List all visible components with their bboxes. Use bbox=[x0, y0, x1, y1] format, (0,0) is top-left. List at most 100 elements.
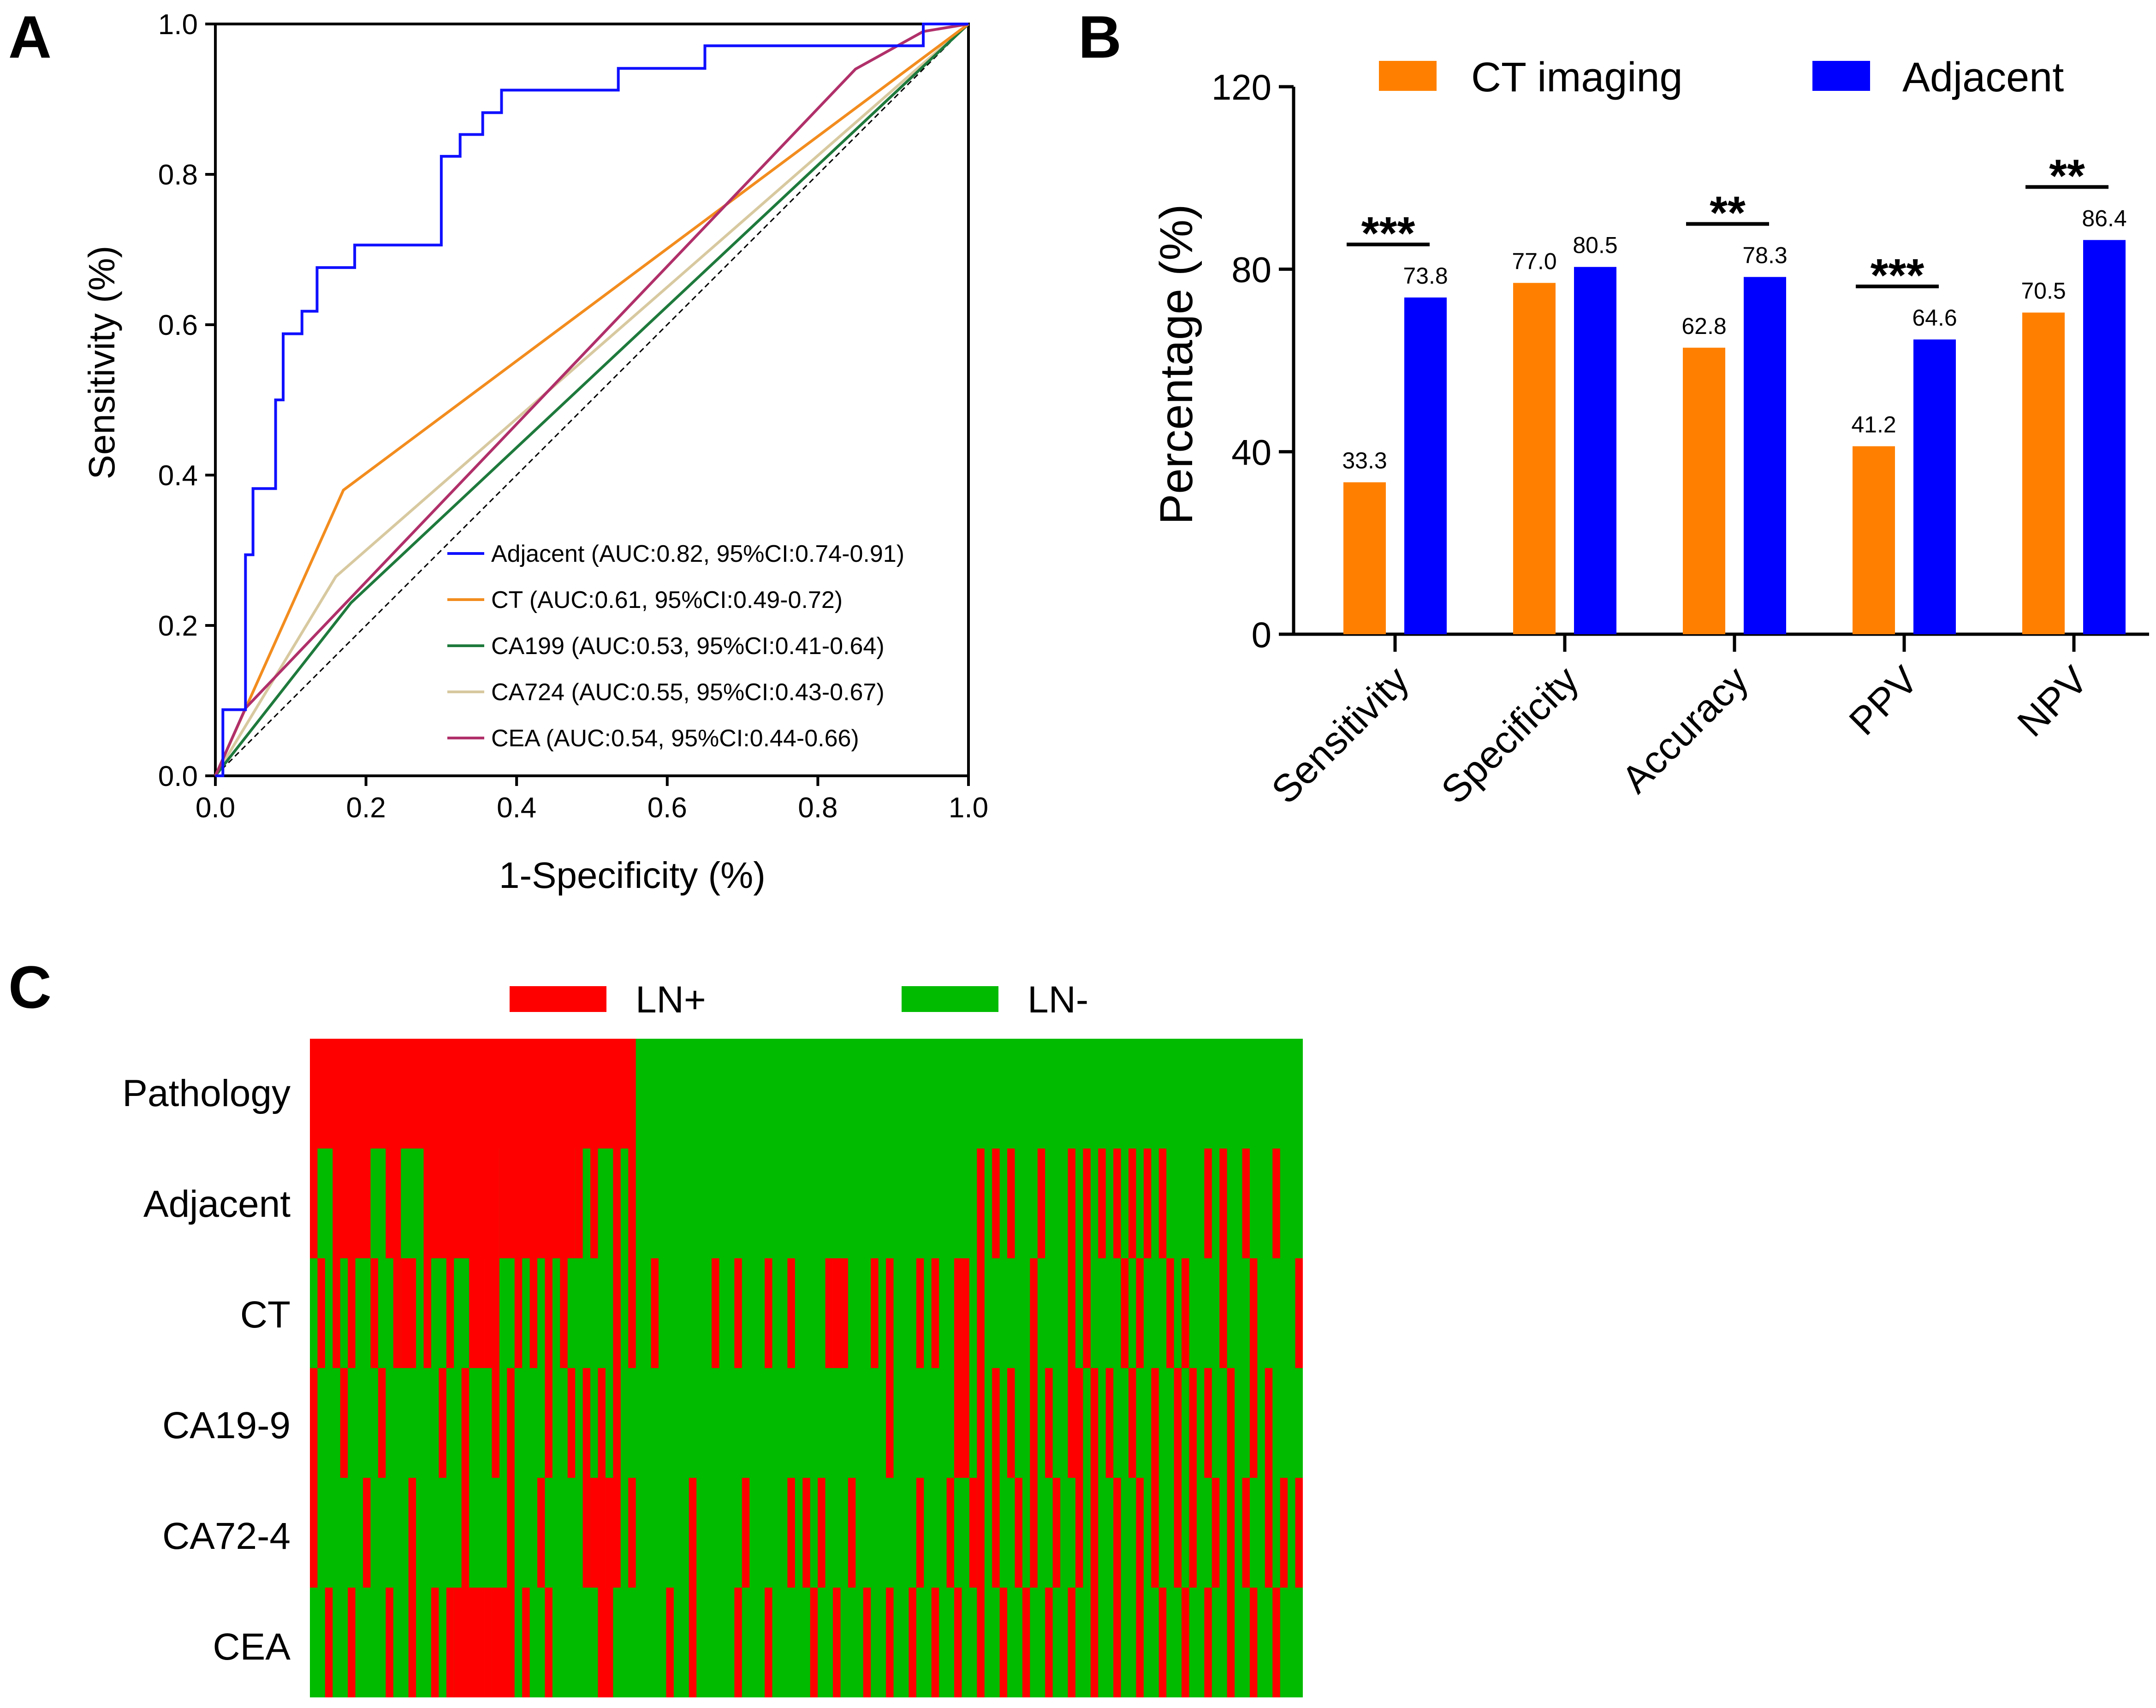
roc-legend-label: Adjacent (AUC:0.82, 95%CI:0.74-0.91) bbox=[491, 541, 904, 567]
heatmap-cell-positive bbox=[1068, 1588, 1075, 1697]
heatmap-cell-positive bbox=[1022, 1588, 1030, 1697]
heatmap-cell-positive bbox=[575, 1149, 583, 1258]
heatmap-cell-positive bbox=[590, 1149, 598, 1258]
heatmap-cell-positive bbox=[1151, 1368, 1159, 1478]
bar-plot-area: 0 40 80 120 Sensitivity 33.3 73.8 *** Specificit… bbox=[1212, 67, 2149, 812]
heatmap-cell-positive bbox=[1037, 1149, 1045, 1258]
heatmap-cell-positive bbox=[1090, 1588, 1099, 1697]
legend-swatch-ln-neg bbox=[902, 986, 998, 1012]
roc-y-tick-label: 0.6 bbox=[158, 309, 198, 341]
heatmap-cell-positive bbox=[1249, 1588, 1258, 1697]
legend-label-ln-neg: LN- bbox=[1028, 979, 1088, 1021]
heatmap-cell-positive bbox=[1272, 1588, 1280, 1697]
bar-value-label: 62.8 bbox=[1681, 313, 1726, 339]
heatmap-cell-positive bbox=[522, 1588, 530, 1697]
bar-y-tick-label: 120 bbox=[1212, 67, 1271, 107]
bar-category-label: NPV bbox=[2009, 658, 2096, 745]
heatmap-cell-positive bbox=[1166, 1258, 1174, 1368]
heatmap-cell-positive bbox=[408, 1588, 416, 1697]
panel-label-b: B bbox=[1078, 3, 1122, 71]
heatmap-cell-positive bbox=[613, 1149, 621, 1258]
heatmap-cell-positive bbox=[962, 1258, 969, 1368]
legend-label-ln-pos: LN+ bbox=[636, 979, 706, 1021]
heatmap-cell-positive bbox=[666, 1588, 674, 1697]
bar-y-tick-label: 40 bbox=[1231, 432, 1271, 472]
heatmap-cell-positive bbox=[1128, 1368, 1136, 1478]
bar-value-label: 41.2 bbox=[1851, 411, 1896, 437]
roc-x-tick-label: 1.0 bbox=[949, 792, 988, 824]
heatmap-cell-positive bbox=[802, 1478, 810, 1588]
heatmap-cell-positive bbox=[1227, 1368, 1235, 1478]
heatmap-cell-positive bbox=[545, 1258, 552, 1368]
heatmap-cell-positive bbox=[613, 1368, 621, 1478]
heatmap-cell-positive bbox=[1136, 1588, 1144, 1697]
roc-y-axis-title: Sensitivity (%) bbox=[81, 246, 122, 480]
roc-legend: Adjacent (AUC:0.82, 95%CI:0.74-0.91) CT (… bbox=[447, 541, 904, 752]
heatmap-cell-positive bbox=[916, 1258, 924, 1368]
heatmap-cell-positive bbox=[1295, 1258, 1303, 1368]
heatmap-cell-positive bbox=[992, 1149, 1000, 1258]
heatmap-cell-positive bbox=[931, 1258, 939, 1368]
heatmap-cell-positive bbox=[999, 1588, 1008, 1697]
heatmap-cell-positive bbox=[1219, 1258, 1227, 1368]
heatmap-cell-positive bbox=[977, 1368, 985, 1478]
bar-category-label: Accuracy bbox=[1613, 658, 1757, 801]
heatmap-cell-positive bbox=[833, 1258, 848, 1368]
heatmap-cell-positive bbox=[977, 1588, 985, 1697]
bar-category-label: Specificity bbox=[1433, 658, 1587, 812]
heatmap-cell-positive bbox=[810, 1588, 818, 1697]
heatmap-cell-positive bbox=[333, 1149, 371, 1258]
heatmap-cell-positive bbox=[423, 1149, 499, 1258]
legend-swatch-ln-pos bbox=[510, 986, 606, 1012]
bar-legend-label-ct: CT imaging bbox=[1471, 54, 1683, 101]
heatmap-cell-positive bbox=[1030, 1368, 1038, 1478]
heatmap-cell-positive bbox=[325, 1588, 333, 1697]
heatmap-row-label: Pathology bbox=[122, 1072, 291, 1114]
roc-legend-label: CA724 (AUC:0.55, 95%CI:0.43-0.67) bbox=[491, 679, 885, 706]
heatmap-cell-positive bbox=[529, 1258, 538, 1368]
heatmap-cell-positive bbox=[1083, 1258, 1091, 1368]
roc-series-adjacent bbox=[215, 23, 968, 777]
heatmap-cell-positive bbox=[310, 1368, 318, 1478]
heatmap-cell-positive bbox=[454, 1588, 485, 1697]
heatmap-cell-positive bbox=[560, 1258, 568, 1368]
heatmap-cell-positive bbox=[977, 1258, 985, 1368]
heatmap-cell-positive bbox=[446, 1258, 454, 1368]
roc-legend-label: CEA (AUC:0.54, 95%CI:0.44-0.66) bbox=[491, 725, 859, 752]
heatmap-cell-positive bbox=[598, 1368, 606, 1478]
bar-value-label: 80.5 bbox=[1573, 232, 1617, 258]
heatmap-cell-positive bbox=[507, 1368, 515, 1478]
heatmap-cell-positive bbox=[1083, 1149, 1091, 1258]
bar-value-label: 77.0 bbox=[1512, 248, 1556, 274]
heatmap-cell-positive bbox=[386, 1588, 393, 1697]
bar-category-label: Sensitivity bbox=[1263, 658, 1417, 812]
heatmap-cell-positive bbox=[461, 1368, 469, 1478]
heatmap-cell-positive bbox=[1265, 1368, 1273, 1478]
significance-stars: *** bbox=[1361, 208, 1415, 259]
heatmap-cell-positive bbox=[1189, 1368, 1197, 1478]
heatmap-cell-positive bbox=[954, 1258, 962, 1368]
heatmap-cell-positive bbox=[977, 1478, 985, 1588]
heatmap-cell-positive bbox=[1113, 1149, 1121, 1258]
roc-frame bbox=[214, 23, 970, 777]
heatmap-cell-positive bbox=[1128, 1149, 1136, 1258]
roc-series-cea bbox=[214, 23, 969, 777]
heatmap-cell-positive bbox=[469, 1258, 485, 1368]
heatmap-cell-positive bbox=[1174, 1368, 1182, 1478]
heatmap-cell-positive bbox=[1068, 1258, 1075, 1368]
heatmap-cell-positive bbox=[1204, 1368, 1212, 1478]
heatmap-cell-positive bbox=[992, 1478, 1000, 1588]
heatmap-cell-positive bbox=[1242, 1478, 1250, 1588]
bar-legend: CT imaging Adjacent bbox=[1379, 54, 2064, 101]
heatmap-cell-positive bbox=[1015, 1478, 1022, 1588]
heatmap-cell-positive bbox=[1052, 1478, 1061, 1588]
heatmap-cell-positive bbox=[348, 1588, 356, 1697]
heatmap-cell-positive bbox=[605, 1478, 621, 1588]
bar-legend-swatch-ct bbox=[1379, 61, 1437, 91]
heatmap-cell-positive bbox=[787, 1258, 795, 1368]
heatmap-cell-positive bbox=[1105, 1368, 1114, 1478]
heatmap-cell-positive bbox=[825, 1258, 833, 1368]
heatmap-cell-positive bbox=[1158, 1149, 1167, 1258]
heatmap-cell-positive bbox=[886, 1368, 894, 1478]
heatmap-cell-positive bbox=[1113, 1588, 1121, 1697]
